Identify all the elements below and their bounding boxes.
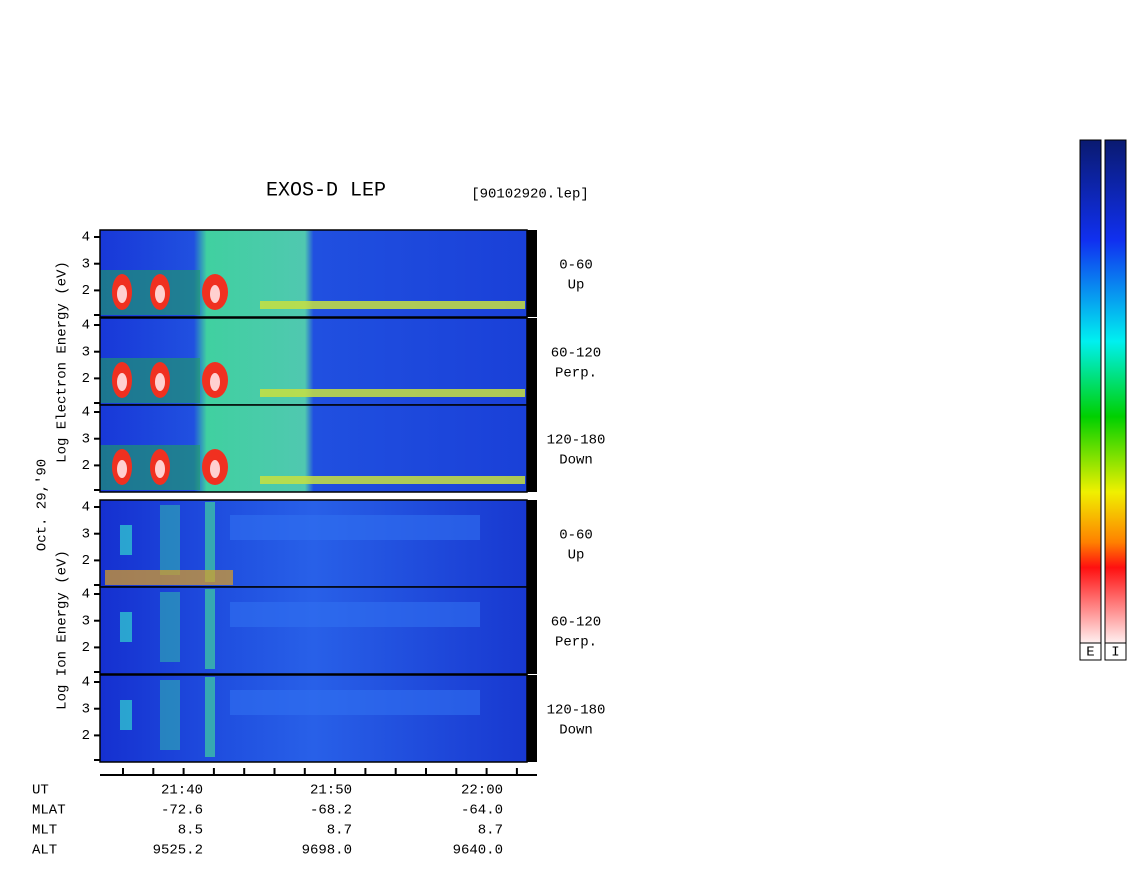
spectrogram-band [205, 589, 215, 669]
y-tick-label: 3 [82, 344, 90, 360]
panel-edge [527, 500, 537, 587]
y-tick-label: 2 [82, 283, 90, 299]
spectrogram-band [230, 690, 480, 715]
y-tick-label: 4 [82, 675, 90, 691]
panel-sublabel: Perp. [555, 366, 597, 382]
color-bar-box [1079, 642, 1102, 661]
panel-sublabel: Perp. [555, 635, 597, 651]
panel-label: 60-120 [551, 346, 601, 362]
spectrogram-blob [117, 285, 127, 303]
y-tick-label: 4 [82, 587, 90, 603]
y-tick-label: 4 [82, 405, 90, 421]
row-value: 8.7 [327, 823, 352, 839]
time-tick-label: 21:50 [310, 783, 352, 799]
spectrogram-band [160, 680, 180, 750]
spectrogram-band [160, 505, 180, 575]
row-value: 9698.0 [302, 843, 352, 859]
panels: 4 3 2 0-60 Up 4 3 2 60-120 Perp. 4 3 2 120-180 Down 4 3 2… [32, 139, 1127, 859]
panel-edge [527, 675, 537, 762]
row-value: 8.7 [478, 823, 503, 839]
spectrogram-blob [210, 373, 220, 391]
spectrogram-blob [117, 460, 127, 478]
panel-label: 0-60 [559, 528, 593, 544]
spectrogram-band [260, 301, 525, 309]
panel-label: 60-120 [551, 615, 601, 631]
spectrogram-blob [155, 460, 165, 478]
row-value: 8.5 [178, 823, 203, 839]
row-name: MLAT [32, 803, 66, 819]
spectrogram-blob [210, 460, 220, 478]
spectrogram-band [260, 476, 525, 484]
row-value: -72.6 [161, 803, 203, 819]
spectrogram-band [160, 592, 180, 662]
y-tick-label: 3 [82, 431, 90, 447]
panel-sublabel: Down [559, 723, 593, 739]
panel-edge [527, 318, 537, 405]
y-tick-label: 2 [82, 728, 90, 744]
spectrogram-blob [117, 373, 127, 391]
panel-edge [527, 587, 537, 674]
row-value: 9525.2 [153, 843, 203, 859]
ion-axis-label: Log Ion Energy (eV) [55, 550, 71, 710]
color-bar [1079, 139, 1102, 644]
spectrogram-band [230, 515, 480, 540]
panel-sublabel: Down [559, 453, 593, 469]
time-tick-label: 21:40 [161, 783, 203, 799]
row-value: -68.2 [310, 803, 352, 819]
color-bar-box [1104, 642, 1127, 661]
row-value: 9640.0 [453, 843, 503, 859]
panel-label: 120-180 [547, 703, 606, 719]
panel-edge [527, 405, 537, 492]
file-name: [90102920.lep] [471, 187, 589, 203]
date: Oct. 29,'90 [35, 459, 51, 551]
row-name: UT [32, 783, 49, 799]
y-tick-label: 3 [82, 256, 90, 272]
spectrogram-blob [210, 285, 220, 303]
y-tick-label: 3 [82, 701, 90, 717]
y-tick-label: 2 [82, 553, 90, 569]
spectrogram-band [230, 602, 480, 627]
y-tick-label: 3 [82, 526, 90, 542]
y-tick-label: 2 [82, 640, 90, 656]
y-tick-label: 4 [82, 230, 90, 246]
spectrogram-band [120, 700, 132, 730]
color-bar [1104, 139, 1127, 644]
spectrogram-band [205, 502, 215, 582]
spectrogram-band [105, 570, 233, 585]
row-name: ALT [32, 843, 57, 859]
row-value: -64.0 [461, 803, 503, 819]
y-tick-label: 2 [82, 371, 90, 387]
color-bar-label: I [1111, 645, 1119, 661]
panel-edge [527, 230, 537, 317]
spectrogram-band [120, 612, 132, 642]
spectrogram-blob [155, 285, 165, 303]
color-bar-label: E [1086, 645, 1094, 661]
y-tick-label: 3 [82, 613, 90, 629]
y-tick-label: 4 [82, 500, 90, 516]
panel-label: 120-180 [547, 433, 606, 449]
spectrogram-band [205, 677, 215, 757]
spectrogram-band [260, 389, 525, 397]
panel-sublabel: Up [568, 548, 585, 564]
panel-label: 0-60 [559, 258, 593, 274]
y-tick-label: 4 [82, 318, 90, 334]
time-tick-label: 22:00 [461, 783, 503, 799]
y-tick-label: 2 [82, 458, 90, 474]
row-name: MLT [32, 823, 57, 839]
spectrogram-band [120, 525, 132, 555]
electron-axis-label: Log Electron Energy (eV) [55, 261, 71, 463]
panel-sublabel: Up [568, 278, 585, 294]
title: EXOS-D LEP [266, 179, 386, 202]
spectrogram-blob [155, 373, 165, 391]
